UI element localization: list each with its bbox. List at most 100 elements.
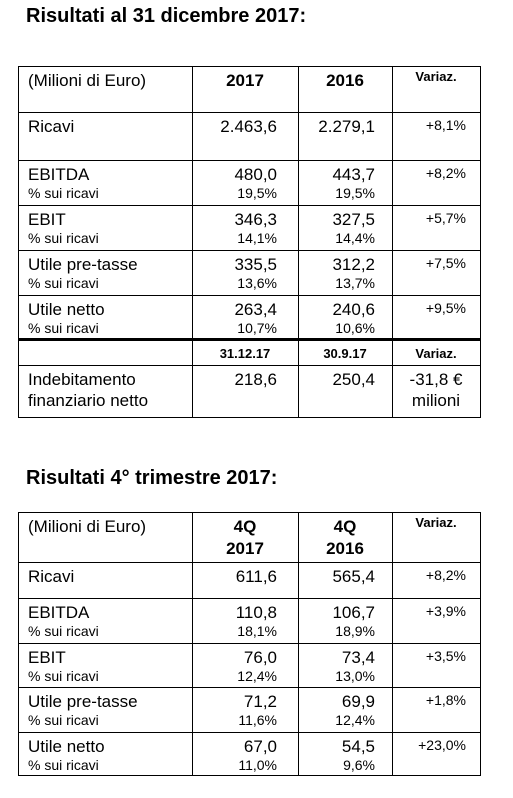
row-value: 76,0 [243,648,277,667]
row-change: +8,2% [425,165,466,181]
header-year: 2016 [326,71,364,90]
row-value: 263,4 [234,300,277,319]
rule [18,417,481,418]
rule [18,643,481,644]
row-change: +8,1% [425,117,466,133]
row-subvalue: 12,4% [237,668,277,684]
debt-value: 250,4 [332,370,375,389]
row-sublabel: % sui ricavi [28,712,99,728]
row-subvalue: 18,1% [237,623,277,639]
row-label: EBITDA [28,165,90,184]
debt-label: finanziario netto [28,391,149,410]
row-sublabel: % sui ricavi [28,623,99,639]
row-sublabel: % sui ricavi [28,757,99,773]
header-change: Variaz. [415,515,457,530]
row-change: +3,5% [425,648,466,664]
row-value: 73,4 [341,648,375,667]
row-value: 110,8 [235,603,277,622]
row-label: EBIT [28,648,66,667]
row-subvalue: 12,4% [335,712,375,728]
row-value: 67,0 [243,737,277,756]
header-year: 4Q [233,517,257,536]
row-subvalue: 11,6% [238,712,277,728]
row-change: +5,7% [425,210,466,226]
rule [18,338,481,341]
row-sublabel: % sui ricavi [28,185,99,201]
debt-label: Indebitamento [28,370,136,389]
rule [18,295,481,296]
row-subvalue: 10,6% [335,320,375,336]
rule [18,250,481,251]
rule [18,112,481,113]
row-subvalue: 14,4% [335,230,375,246]
row-value: 106,7 [332,603,375,622]
rule [392,66,393,418]
section-title: Risultati 4° trimestre 2017: [26,467,278,489]
row-subvalue: 19,5% [237,185,277,201]
header-change: Variaz. [415,69,457,84]
row-subvalue: 19,5% [335,185,375,201]
row-sublabel: % sui ricavi [28,275,99,291]
row-sublabel: % sui ricavi [28,230,99,246]
row-subvalue: 11,0% [238,757,277,773]
rule [18,732,481,733]
row-label: Utile pre-tasse [28,692,138,711]
row-label: Ricavi [28,567,75,586]
rule [18,365,481,366]
row-value: 312,2 [332,255,375,274]
rule [18,512,481,513]
row-value: 565,4 [332,567,375,586]
rule [298,66,299,418]
row-label: Ricavi [28,117,75,136]
row-value: 335,5 [234,255,277,274]
debt-value: 218,6 [234,370,277,389]
rule [18,598,481,599]
rule [18,687,481,688]
row-value: 611,6 [235,567,277,586]
header-year: 2017 [226,71,264,90]
row-label: EBIT [28,210,66,229]
row-label: EBITDA [28,603,90,622]
row-change: +23,0% [418,737,466,753]
row-value: 346,3 [234,210,277,229]
rule [18,66,481,67]
row-value: 480,0 [234,165,277,184]
rule [18,775,481,776]
rule [480,66,481,418]
rule [392,512,393,776]
row-subvalue: 18,9% [335,623,375,639]
date-header: 30.9.17 [323,346,367,361]
row-change: +3,9% [425,603,466,619]
row-subvalue: 13,0% [335,668,375,684]
header-year: 4Q [333,517,357,536]
row-value: 2.463,6 [220,117,277,136]
rule [192,66,193,418]
header-label: (Milioni di Euro) [28,517,147,536]
row-change: +8,2% [425,567,466,583]
row-sublabel: % sui ricavi [28,320,99,336]
row-sublabel: % sui ricavi [28,668,99,684]
row-value: 71,2 [243,692,277,711]
row-label: Utile netto [28,737,105,756]
date-header: 31.12.17 [219,346,271,361]
row-change: +7,5% [425,255,466,271]
rule [18,66,19,418]
row-subvalue: 10,7% [237,320,277,336]
row-subvalue: 9,6% [343,757,375,773]
row-value: 327,5 [332,210,375,229]
header-year: 2016 [326,539,364,558]
debt-change: milioni [411,391,461,410]
rule [18,205,481,206]
row-value: 443,7 [332,165,375,184]
row-label: Utile netto [28,300,105,319]
row-subvalue: 13,7% [335,275,375,291]
rule [298,512,299,776]
row-value: 54,5 [341,737,375,756]
row-subvalue: 14,1% [237,230,277,246]
rule [192,512,193,776]
debt-change: -31,8 € [409,370,463,389]
rule [18,512,19,776]
header-year: 2017 [226,539,264,558]
date-header: Variaz. [415,346,457,361]
